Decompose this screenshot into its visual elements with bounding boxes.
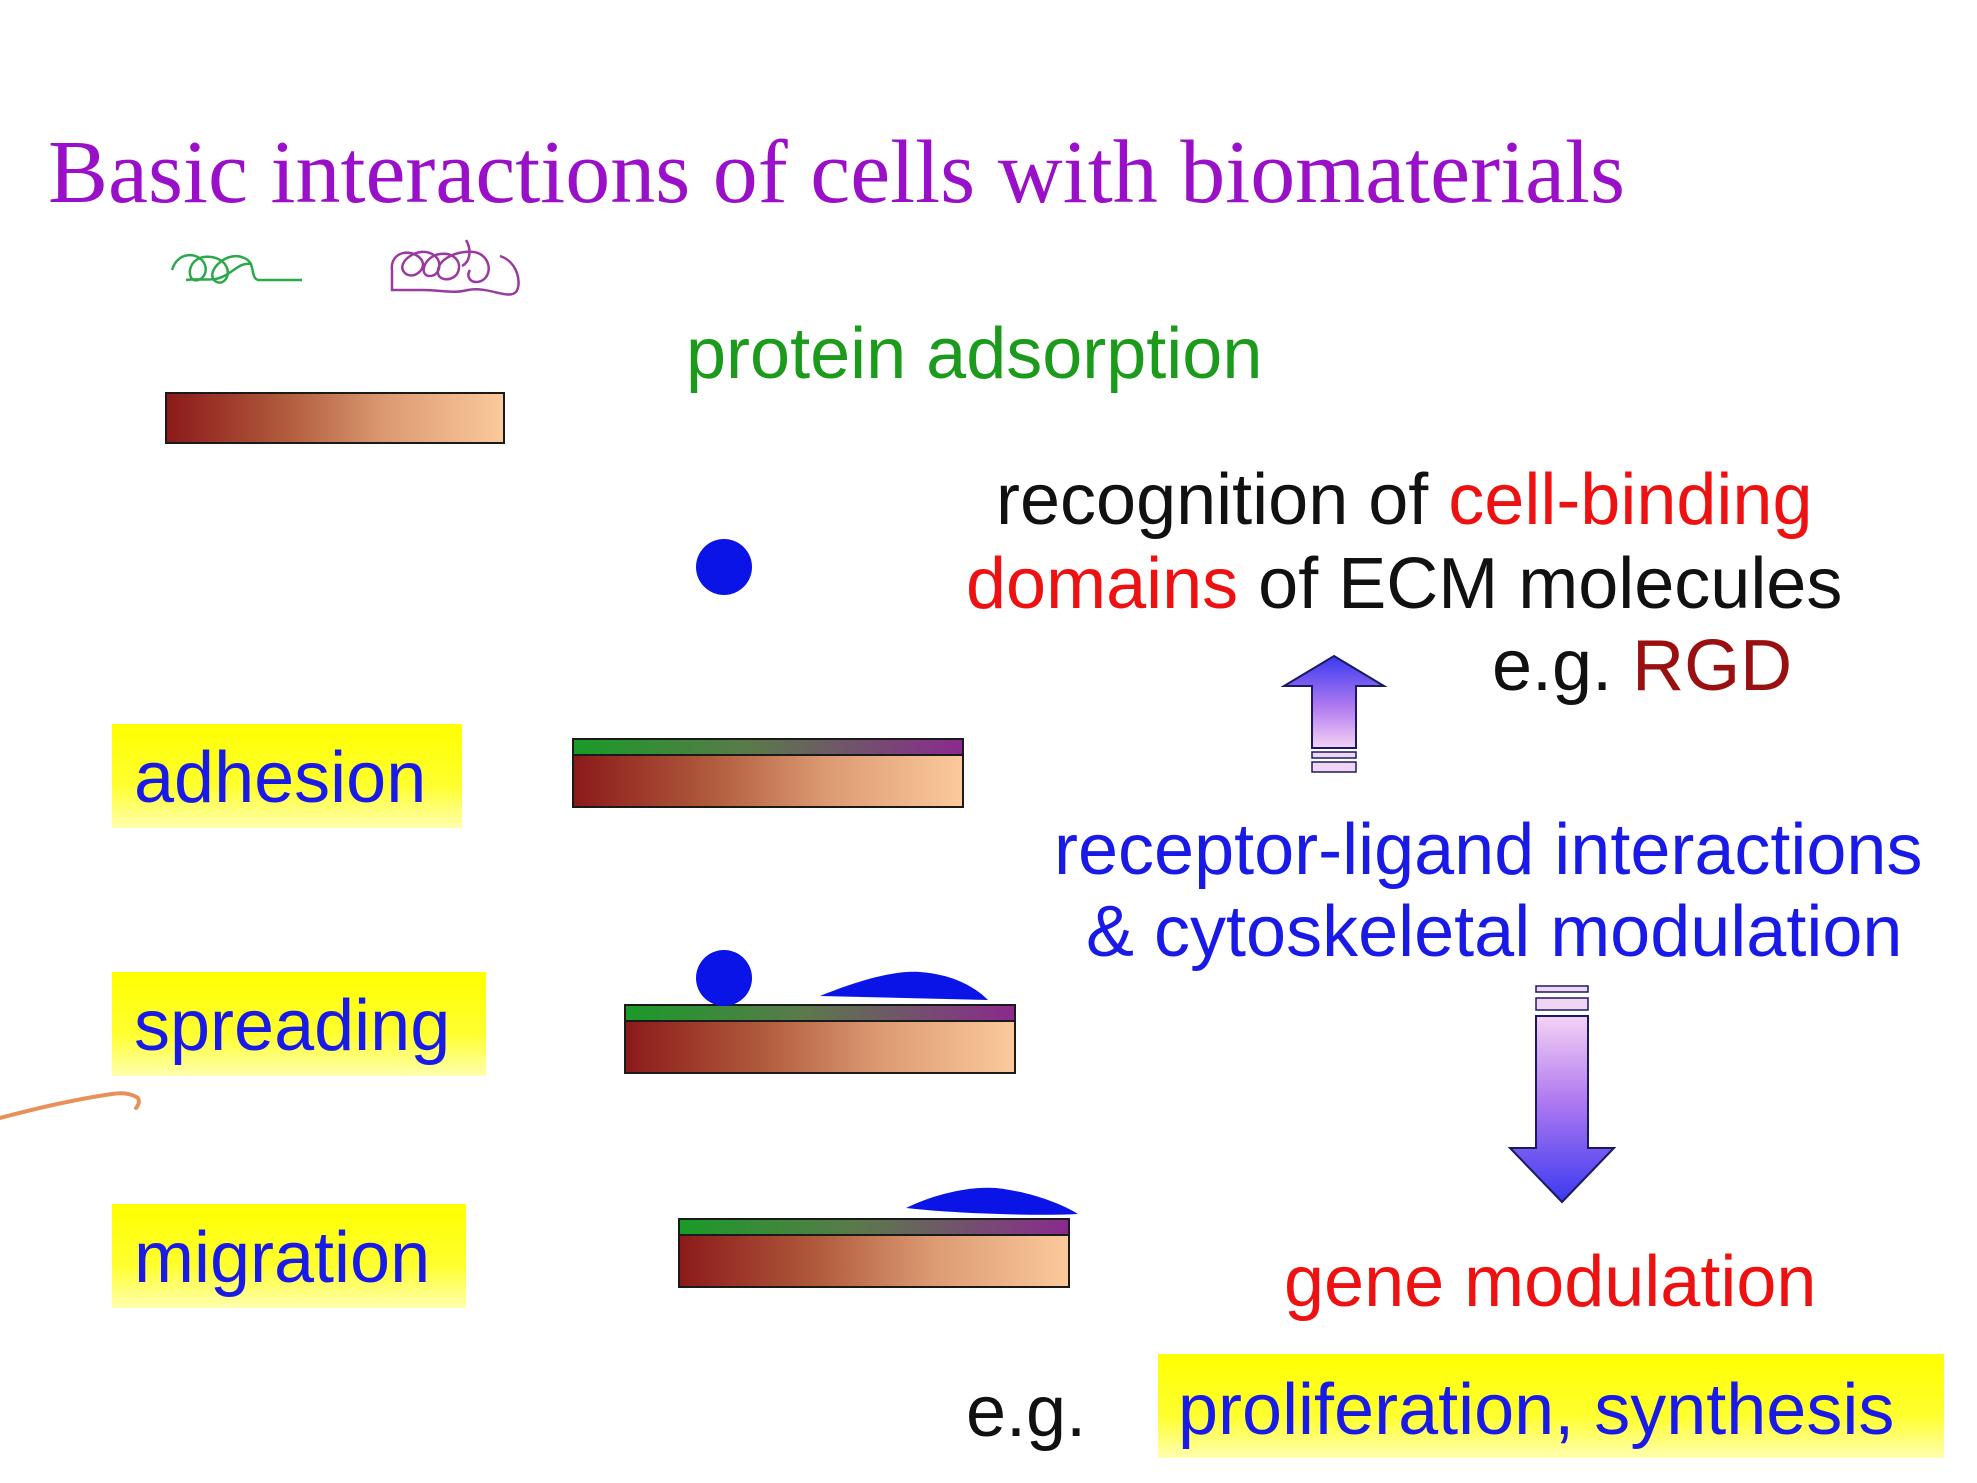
- down-arrow: [1507, 985, 1617, 1204]
- green-protein-squiggle: [170, 253, 302, 284]
- rgd-text: RGD: [1632, 626, 1793, 706]
- substrate-bar-migration: [678, 1234, 1070, 1288]
- migration-label: migration: [134, 1218, 431, 1298]
- spreading-label: spreading: [134, 986, 451, 1066]
- recognition-line-2: domains of ECM molecules: [966, 548, 1842, 620]
- receptor-ligand-line-2: & cytoskeletal modulation: [1086, 892, 1903, 972]
- up-arrow: [1280, 654, 1388, 773]
- recognition-line-1: recognition of cell-binding: [996, 464, 1813, 536]
- gene-modulation-label: gene modulation: [1284, 1242, 1817, 1322]
- substrate-bar-spreading: [624, 1020, 1016, 1074]
- ecm-molecules-text: of ECM molecules: [1238, 544, 1843, 624]
- migration-highlight: [112, 1204, 466, 1308]
- cell-spreading: [820, 971, 988, 1000]
- annotation-stroke: [0, 1091, 141, 1120]
- cell-suspended: [696, 539, 752, 595]
- adhesion-label: adhesion: [134, 738, 427, 818]
- outcome-eg-text: e.g.: [966, 1372, 1087, 1452]
- rgd-example-line: e.g. RGD: [1492, 630, 1792, 702]
- cell-attached: [696, 950, 752, 1006]
- cell-migrating: [906, 1187, 1078, 1215]
- outcome-label: proliferation, synthesis: [1178, 1370, 1895, 1450]
- receptor-ligand-line-1: receptor-ligand interactions: [1054, 810, 1923, 890]
- substrate-bar-adhesion: [572, 754, 964, 808]
- cell-binding-text: cell-binding: [1448, 460, 1813, 540]
- substrate-bar-bare: [165, 392, 505, 444]
- slide-title: Basic interactions of cells with biomate…: [48, 123, 1626, 222]
- domains-text: domains: [966, 544, 1239, 624]
- purple-protein-squiggle: [390, 239, 520, 296]
- rgd-eg-text: e.g.: [1492, 626, 1633, 706]
- protein-adsorption-label: protein adsorption: [686, 314, 1263, 394]
- spreading-highlight: [112, 972, 486, 1076]
- adhesion-highlight: [112, 724, 462, 828]
- outcome-highlight: [1158, 1354, 1944, 1458]
- recognition-text-a: recognition of: [996, 460, 1449, 540]
